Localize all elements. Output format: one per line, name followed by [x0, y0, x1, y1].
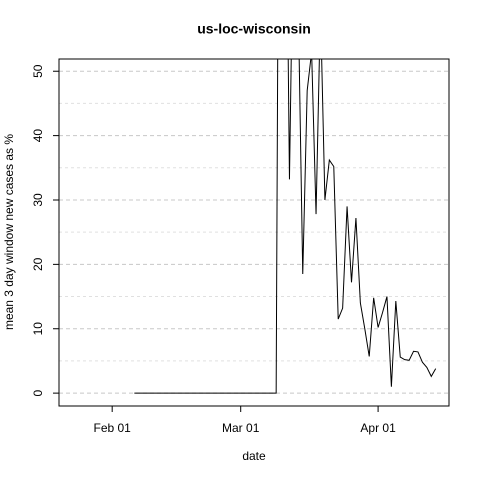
y-tick-label: 30 — [31, 193, 45, 207]
y-tick-label: 40 — [31, 129, 45, 143]
plot-area — [134, 59, 437, 394]
y-tick-label: 20 — [31, 257, 45, 271]
plot-border — [58, 58, 450, 407]
data-line — [134, 59, 437, 394]
y-tick-label: 10 — [31, 322, 45, 336]
y-tick-label: 0 — [31, 389, 45, 396]
x-tick-label: Feb 01 — [94, 421, 132, 435]
y-axis-label: mean 3 day window new cases as % — [2, 134, 16, 330]
x-tick-label: Apr 01 — [360, 421, 396, 435]
chart-title: us-loc-wisconsin — [197, 21, 311, 37]
x-tick-label: Mar 01 — [222, 421, 260, 435]
grid — [59, 70, 449, 394]
x-axis-label: date — [242, 449, 266, 463]
axes: 0 10 20 30 40 50 Feb 01 Mar 01 Apr 01 — [31, 64, 396, 435]
y-tick-label: 50 — [31, 64, 45, 78]
